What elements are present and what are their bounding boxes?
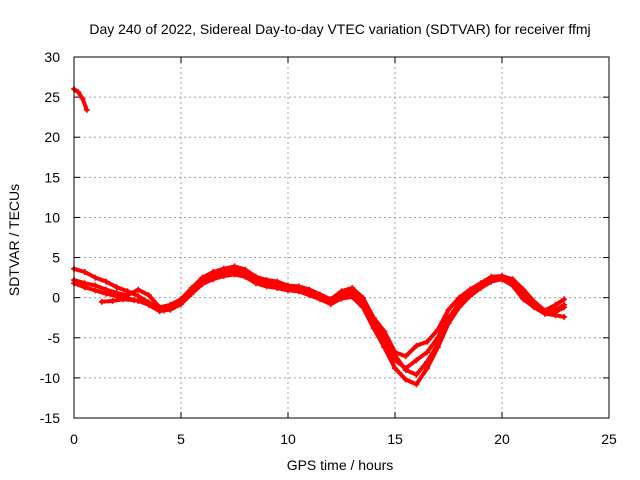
- data-point: [274, 285, 281, 291]
- data-point: [413, 381, 420, 388]
- data-point: [210, 276, 217, 283]
- data-point: [285, 287, 291, 294]
- data-point: [75, 89, 82, 96]
- data-point: [402, 353, 409, 360]
- data-point: [92, 274, 99, 281]
- data-point: [113, 284, 120, 291]
- series-track-high: [72, 87, 89, 112]
- data-point: [359, 297, 366, 304]
- data-point: [152, 302, 159, 309]
- data-point: [124, 292, 131, 299]
- data-point: [83, 106, 90, 113]
- data-point: [338, 295, 345, 302]
- y-tick-label: 15: [44, 169, 60, 185]
- data-point: [456, 304, 463, 311]
- plot-frame: [73, 56, 610, 419]
- data-point: [402, 366, 409, 373]
- data-point: [263, 283, 270, 290]
- y-tick-label: 10: [44, 209, 60, 225]
- data-point: [552, 312, 559, 319]
- y-tick-label: -10: [40, 370, 60, 386]
- y-tick-label: -5: [48, 330, 61, 346]
- data-point: [402, 376, 409, 383]
- y-tick-label: 25: [44, 89, 60, 105]
- data-point: [445, 306, 452, 313]
- data-point: [242, 273, 249, 280]
- x-tick-label: 25: [601, 431, 617, 447]
- data-point: [92, 282, 99, 289]
- data-point: [141, 298, 148, 305]
- data-point: [327, 301, 334, 308]
- data-point: [160, 307, 167, 314]
- data-point: [445, 320, 452, 327]
- data-point: [145, 292, 152, 299]
- data-point: [231, 271, 238, 278]
- data-point: [424, 338, 431, 345]
- data-point: [413, 371, 420, 378]
- data-point: [488, 278, 495, 285]
- y-tick-label: 5: [52, 250, 60, 266]
- y-tick-label: 0: [52, 290, 60, 306]
- data-point: [113, 289, 120, 296]
- data-point: [413, 342, 420, 349]
- data-point: [520, 296, 527, 303]
- x-tick-label: 5: [177, 431, 185, 447]
- data-point: [370, 325, 377, 332]
- data-point: [81, 280, 88, 287]
- data-point: [456, 298, 463, 305]
- data-point: [167, 306, 174, 313]
- data-point: [434, 344, 441, 351]
- data-point: [477, 285, 484, 291]
- data-point: [317, 296, 324, 303]
- y-tick-label: 20: [44, 129, 60, 145]
- data-point: [120, 296, 127, 303]
- y-axis-label: SDTVAR / TECUs: [6, 184, 22, 296]
- data-point: [109, 297, 116, 304]
- data-point: [306, 292, 313, 299]
- data-point: [499, 276, 505, 283]
- data-point: [413, 357, 420, 364]
- y-tick-label: -15: [40, 410, 60, 426]
- data-point: [381, 333, 388, 340]
- data-point: [424, 349, 431, 356]
- data-point: [359, 304, 366, 311]
- data-point: [199, 281, 206, 287]
- data-point: [466, 293, 473, 300]
- x-tick-label: 20: [494, 431, 510, 447]
- data-point: [392, 365, 398, 372]
- data-point: [541, 310, 548, 317]
- data-layer: [71, 86, 568, 388]
- data-point: [81, 269, 88, 275]
- y-tick-label: 30: [44, 49, 60, 65]
- data-point: [103, 286, 110, 293]
- data-point: [392, 352, 398, 359]
- x-tick-label: 15: [387, 431, 403, 447]
- data-point: [103, 278, 110, 285]
- data-point: [135, 286, 142, 293]
- data-point: [424, 365, 431, 372]
- data-point: [220, 273, 227, 279]
- data-point: [381, 344, 388, 351]
- data-point: [509, 282, 516, 289]
- data-point: [295, 288, 302, 295]
- data-point: [561, 313, 568, 320]
- x-tick-label: 10: [280, 431, 296, 447]
- data-point: [188, 290, 195, 297]
- x-tick-label: 0: [70, 431, 78, 447]
- data-point: [561, 304, 568, 311]
- data-point: [130, 297, 137, 304]
- data-point: [252, 280, 259, 287]
- data-point: [98, 298, 105, 305]
- chart-title: Day 240 of 2022, Sidereal Day-to-day VTE…: [89, 21, 590, 37]
- x-axis-label: GPS time / hours: [287, 457, 394, 473]
- data-point: [531, 304, 538, 311]
- data-point: [79, 95, 86, 102]
- data-point: [178, 301, 184, 308]
- data-point: [561, 296, 568, 303]
- data-point: [349, 293, 356, 300]
